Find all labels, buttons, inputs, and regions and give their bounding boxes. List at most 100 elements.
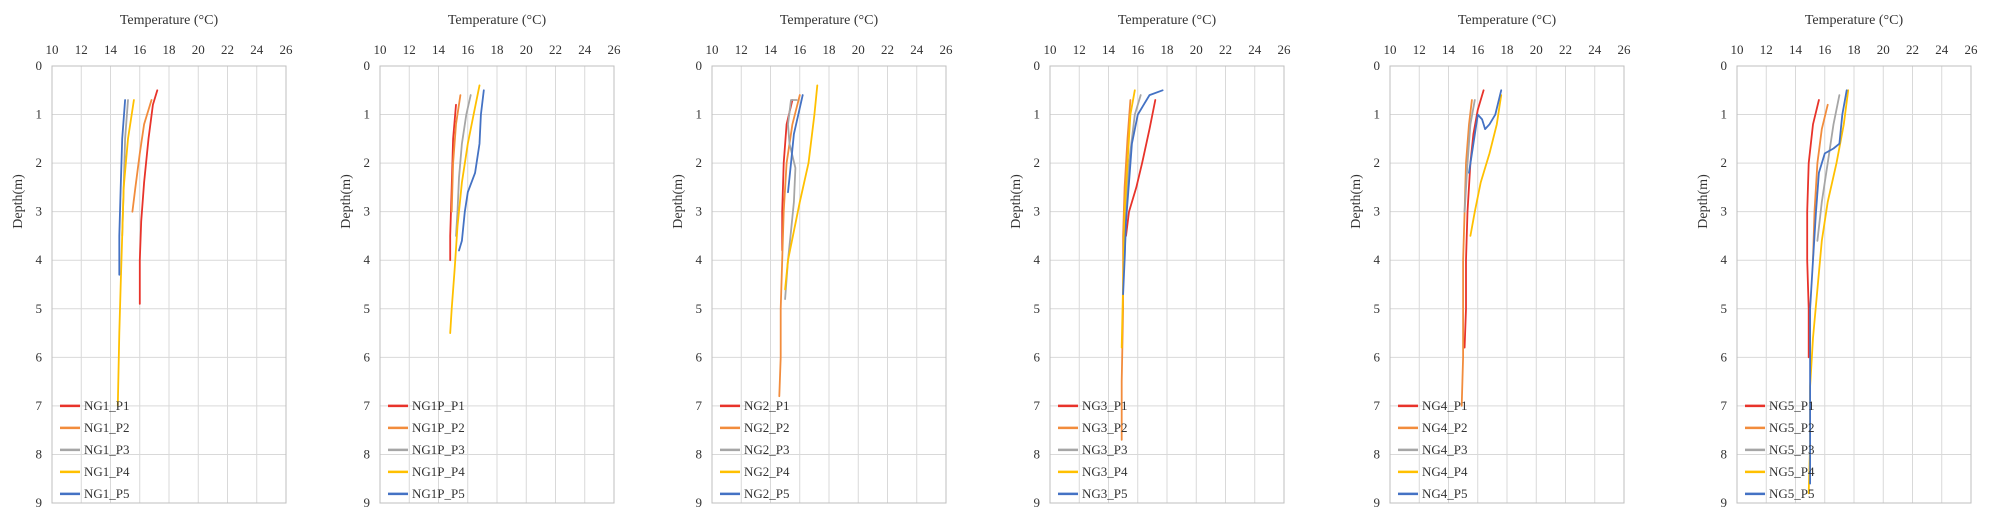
x-tick-label: 10 bbox=[706, 42, 719, 57]
legend-label: NG1_P3 bbox=[84, 442, 130, 457]
y-tick-label: 9 bbox=[1721, 495, 1728, 510]
chart-panel-3: 10 12 14 16 18 20 22 24 260123456789Temperature … bbox=[671, 13, 953, 510]
y-tick-label: 7 bbox=[696, 398, 703, 413]
x-tick-label: 14 bbox=[104, 42, 118, 57]
legend-label: NG4_P4 bbox=[1422, 464, 1468, 479]
y-tick-label: 7 bbox=[1721, 398, 1728, 413]
y-tick-label: 3 bbox=[36, 204, 43, 219]
series-line-NG5_P2 bbox=[1812, 103, 1829, 262]
legend-label: NG1P_P1 bbox=[412, 398, 465, 413]
x-tick-label: 10 bbox=[1044, 42, 1057, 57]
x-tick-label: 22 bbox=[1906, 42, 1919, 57]
series-line-NG4_P5 bbox=[1468, 89, 1503, 174]
y-tick-label: 3 bbox=[364, 204, 371, 219]
legend-label: NG4_P1 bbox=[1422, 398, 1468, 413]
chart-panel-6: 10 12 14 16 18 20 22 24 260123456789Temperature … bbox=[1696, 13, 1978, 510]
x-tick-label: 24 bbox=[1588, 42, 1602, 57]
legend-label: NG5_P3 bbox=[1769, 442, 1815, 457]
y-tick-label: 5 bbox=[364, 301, 371, 316]
legend-label: NG1_P5 bbox=[84, 486, 130, 501]
y-tick-label: 7 bbox=[364, 398, 371, 413]
x-tick-label: 20 bbox=[1530, 42, 1543, 57]
series-line-NG2_P2 bbox=[778, 94, 801, 398]
plot-frame bbox=[1736, 65, 1972, 504]
x-tick-label: 18 bbox=[1501, 42, 1514, 57]
y-tick-label: 6 bbox=[696, 349, 703, 364]
legend-label: NG2_P3 bbox=[744, 442, 790, 457]
series-line-NG2_P4 bbox=[784, 84, 819, 291]
y-tick-label: 6 bbox=[1034, 349, 1041, 364]
legend-label: NG1P_P2 bbox=[412, 420, 465, 435]
y-tick-label: 9 bbox=[36, 495, 43, 510]
y-tick-label: 5 bbox=[696, 301, 703, 316]
x-axis-title: Temperature (°C) bbox=[448, 13, 547, 28]
y-axis-title: Depth(m) bbox=[1349, 174, 1364, 229]
series-line-NG2_P3 bbox=[784, 99, 798, 300]
y-tick-label: 2 bbox=[36, 155, 43, 170]
y-tick-label: 6 bbox=[36, 349, 43, 364]
x-tick-label: 26 bbox=[280, 42, 294, 57]
x-tick-label: 18 bbox=[1161, 42, 1174, 57]
y-tick-label: 8 bbox=[696, 446, 703, 461]
x-tick-label: 26 bbox=[1278, 42, 1292, 57]
x-tick-label: 10 bbox=[374, 42, 387, 57]
series-line-NG1P_P5 bbox=[458, 89, 485, 252]
x-tick-label: 12 bbox=[1760, 42, 1773, 57]
x-tick-label: 16 bbox=[461, 42, 475, 57]
legend-label: NG5_P5 bbox=[1769, 486, 1815, 501]
y-tick-label: 0 bbox=[696, 58, 703, 73]
x-tick-label: 26 bbox=[1965, 42, 1979, 57]
series-line-NG1_P2 bbox=[131, 99, 153, 213]
y-tick-label: 3 bbox=[1721, 204, 1728, 219]
series-line-NG1_P1 bbox=[138, 89, 159, 305]
y-tick-label: 7 bbox=[1034, 398, 1041, 413]
legend-label: NG4_P3 bbox=[1422, 442, 1468, 457]
y-tick-label: 5 bbox=[1721, 301, 1728, 316]
x-tick-label: 14 bbox=[432, 42, 446, 57]
x-tick-label: 18 bbox=[823, 42, 836, 57]
y-tick-label: 7 bbox=[36, 398, 43, 413]
y-tick-label: 3 bbox=[1034, 204, 1041, 219]
plot-frame bbox=[1049, 65, 1285, 504]
x-tick-label: 24 bbox=[1248, 42, 1262, 57]
y-axis-title: Depth(m) bbox=[671, 174, 686, 229]
series-line-NG5_P5 bbox=[1809, 89, 1848, 485]
y-tick-label: 9 bbox=[696, 495, 703, 510]
y-tick-label: 6 bbox=[1374, 349, 1381, 364]
x-tick-label: 20 bbox=[1190, 42, 1203, 57]
x-tick-label: 16 bbox=[1818, 42, 1832, 57]
y-tick-label: 3 bbox=[696, 204, 703, 219]
y-axis-title: Depth(m) bbox=[11, 174, 26, 229]
y-axis-title: Depth(m) bbox=[339, 174, 354, 229]
x-tick-label: 12 bbox=[1073, 42, 1086, 57]
series-line-NG1_P4 bbox=[116, 99, 135, 407]
y-tick-label: 8 bbox=[1374, 446, 1381, 461]
x-axis-title: Temperature (°C) bbox=[120, 13, 219, 28]
y-tick-label: 6 bbox=[364, 349, 371, 364]
x-axis-title: Temperature (°C) bbox=[780, 13, 879, 28]
legend-label: NG5_P4 bbox=[1769, 464, 1815, 479]
legend-label: NG2_P4 bbox=[744, 464, 790, 479]
x-tick-label: 16 bbox=[133, 42, 147, 57]
plot-frame bbox=[51, 65, 287, 504]
legend-label: NG4_P5 bbox=[1422, 486, 1468, 501]
legend-label: NG1P_P3 bbox=[412, 442, 465, 457]
x-axis-title: Temperature (°C) bbox=[1458, 13, 1557, 28]
series-line-NG4_P2 bbox=[1460, 99, 1473, 407]
y-tick-label: 1 bbox=[364, 107, 371, 122]
y-tick-label: 9 bbox=[1374, 495, 1381, 510]
chart-panel-4: 10 12 14 16 18 20 22 24 260123456789Temperature … bbox=[1009, 13, 1291, 510]
x-tick-label: 10 bbox=[1384, 42, 1397, 57]
y-tick-label: 9 bbox=[1034, 495, 1041, 510]
chart-panel-2: 10 12 14 16 18 20 22 24 260123456789Temperature … bbox=[339, 13, 621, 510]
y-tick-label: 6 bbox=[1721, 349, 1728, 364]
x-tick-label: 22 bbox=[1559, 42, 1572, 57]
x-tick-label: 20 bbox=[852, 42, 865, 57]
x-tick-label: 14 bbox=[1102, 42, 1116, 57]
y-tick-label: 3 bbox=[1374, 204, 1381, 219]
y-tick-label: 1 bbox=[696, 107, 703, 122]
y-tick-label: 1 bbox=[36, 107, 43, 122]
y-tick-label: 1 bbox=[1721, 107, 1728, 122]
plot-frame bbox=[711, 65, 947, 504]
